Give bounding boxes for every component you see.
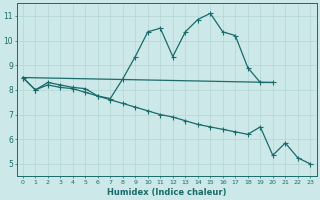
X-axis label: Humidex (Indice chaleur): Humidex (Indice chaleur) — [107, 188, 226, 197]
